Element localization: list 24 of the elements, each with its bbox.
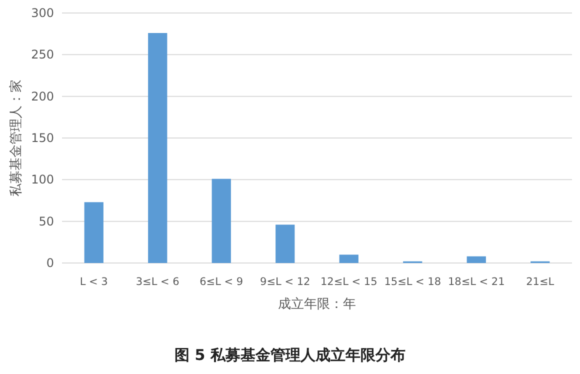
y-tick-label: 300 bbox=[31, 6, 54, 20]
y-tick-label: 200 bbox=[31, 89, 54, 104]
y-tick-label: 0 bbox=[46, 256, 54, 270]
bar bbox=[148, 33, 168, 263]
bar bbox=[276, 224, 295, 263]
bar bbox=[212, 178, 231, 263]
y-tick-label: 250 bbox=[31, 48, 54, 62]
x-tick-label: 18≤L < 21 bbox=[448, 276, 505, 288]
y-axis-title: 私募基金管理人：家 bbox=[8, 80, 24, 196]
x-tick-label: 15≤L < 18 bbox=[384, 276, 442, 288]
x-tick-label: 6≤L < 9 bbox=[200, 276, 244, 288]
y-tick-label: 50 bbox=[38, 214, 54, 228]
x-tick-label: 9≤L < 12 bbox=[260, 276, 310, 288]
y-tick-label: 150 bbox=[31, 131, 54, 145]
x-tick-label: 12≤L < 15 bbox=[320, 276, 378, 288]
x-tick-label: 3≤L < 6 bbox=[136, 276, 180, 288]
bar bbox=[84, 202, 104, 263]
bar bbox=[339, 254, 358, 263]
text: 图 5 私募基金管理人成立年限分布 bbox=[174, 346, 406, 364]
y-tick-label: 100 bbox=[31, 172, 54, 187]
x-tick-label: 21≤L bbox=[526, 276, 554, 288]
bar bbox=[466, 256, 486, 263]
x-axis-title: 成立年限：年 bbox=[278, 296, 356, 312]
x-tick-label: L < 3 bbox=[80, 276, 108, 288]
